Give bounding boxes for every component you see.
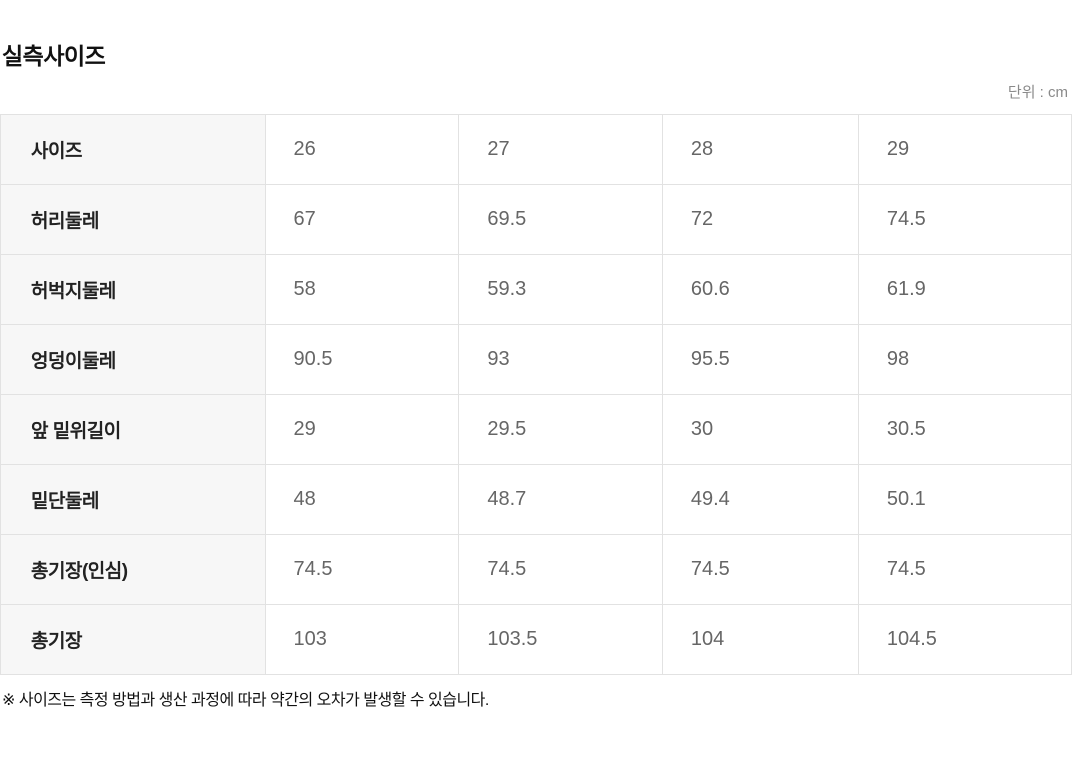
value-cell: 59.3 — [458, 253, 663, 325]
value-cell: 50.1 — [857, 463, 1072, 535]
table-row: 엉덩이둘레 90.5 93 95.5 98 — [0, 323, 1072, 395]
value-cell: 30 — [661, 393, 859, 465]
row-header-cell: 사이즈 — [0, 113, 266, 185]
table-row: 앞 밑위길이 29 29.5 30 30.5 — [0, 393, 1072, 465]
value-cell: 103 — [264, 603, 460, 675]
table-row: 사이즈 26 27 28 29 — [0, 113, 1072, 185]
value-cell: 104 — [661, 603, 859, 675]
value-cell: 69.5 — [458, 183, 663, 255]
value-cell: 103.5 — [458, 603, 663, 675]
value-cell: 58 — [264, 253, 460, 325]
table-row: 허리둘레 67 69.5 72 74.5 — [0, 183, 1072, 255]
row-header-cell: 밑단둘레 — [0, 463, 266, 535]
row-header-cell: 허벅지둘레 — [0, 253, 266, 325]
value-cell: 74.5 — [857, 183, 1072, 255]
value-cell: 98 — [857, 323, 1072, 395]
table-row: 밑단둘레 48 48.7 49.4 50.1 — [0, 463, 1072, 535]
value-cell: 29 — [857, 113, 1072, 185]
value-cell: 48 — [264, 463, 460, 535]
table-row: 총기장 103 103.5 104 104.5 — [0, 603, 1072, 675]
value-cell: 61.9 — [857, 253, 1072, 325]
value-cell: 60.6 — [661, 253, 859, 325]
value-cell: 74.5 — [264, 533, 460, 605]
value-cell: 29 — [264, 393, 460, 465]
value-cell: 67 — [264, 183, 460, 255]
value-cell: 74.5 — [458, 533, 663, 605]
value-cell: 27 — [458, 113, 663, 185]
value-cell: 49.4 — [661, 463, 859, 535]
value-cell: 29.5 — [458, 393, 663, 465]
unit-label: 단위 : cm — [1007, 83, 1068, 101]
row-header-cell: 허리둘레 — [0, 183, 266, 255]
table-row: 총기장(인심) 74.5 74.5 74.5 74.5 — [0, 533, 1072, 605]
value-cell: 93 — [458, 323, 663, 395]
size-tolerance-footnote: ※ 사이즈는 측정 방법과 생산 과정에 따라 약간의 오차가 발생할 수 있습… — [2, 691, 489, 709]
value-cell: 74.5 — [661, 533, 859, 605]
value-cell: 28 — [661, 113, 859, 185]
value-cell: 90.5 — [264, 323, 460, 395]
value-cell: 104.5 — [857, 603, 1072, 675]
value-cell: 26 — [264, 113, 460, 185]
row-header-cell: 총기장 — [0, 603, 266, 675]
row-header-cell: 앞 밑위길이 — [0, 393, 266, 465]
row-header-cell: 총기장(인심) — [0, 533, 266, 605]
row-header-cell: 엉덩이둘레 — [0, 323, 266, 395]
value-cell: 48.7 — [458, 463, 663, 535]
page-title: 실측사이즈 — [2, 43, 106, 69]
value-cell: 72 — [661, 183, 859, 255]
size-table: 사이즈 26 27 28 29 허리둘레 67 69.5 72 74.5 허벅지… — [0, 113, 1072, 675]
value-cell: 95.5 — [661, 323, 859, 395]
value-cell: 74.5 — [857, 533, 1072, 605]
table-row: 허벅지둘레 58 59.3 60.6 61.9 — [0, 253, 1072, 325]
value-cell: 30.5 — [857, 393, 1072, 465]
